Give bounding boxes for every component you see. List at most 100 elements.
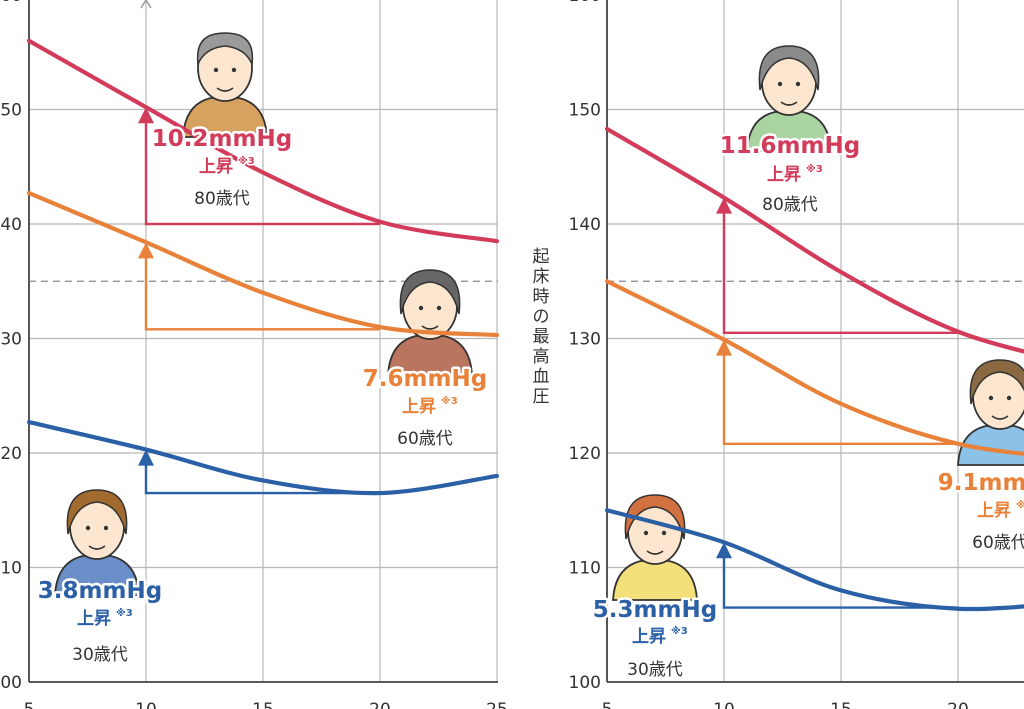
age-group-label: 60歳代 <box>397 429 453 449</box>
footnote-mark: ※3 <box>116 607 133 619</box>
x-tick-label: 20 <box>947 700 969 709</box>
person-30s-man-illustration <box>54 489 140 596</box>
hair-shape <box>969 359 1024 405</box>
y-axis-label-char: 最 <box>533 327 550 347</box>
person-60s-man-illustration <box>387 269 473 376</box>
person-60s-woman-illustration <box>957 359 1024 466</box>
rise-amount-label: 10.2mmHg <box>152 126 292 152</box>
eye-shape <box>436 305 442 311</box>
hair-shape <box>196 32 254 67</box>
mouth-shape <box>646 550 664 555</box>
rise-amount-label: 3.8mmHg <box>38 578 162 604</box>
eye-shape <box>777 81 783 87</box>
footnote-mark: ※3 <box>1016 499 1024 511</box>
footnote-mark: ※3 <box>441 395 458 407</box>
rise-word-label: 上昇 <box>632 627 666 647</box>
y-tick-label: 110 <box>569 559 601 579</box>
mouth-shape <box>421 325 439 330</box>
mouth-shape <box>991 415 1009 420</box>
footnote-mark: ※3 <box>238 155 255 167</box>
rise-word-label: 上昇 <box>767 165 801 185</box>
x-tick-label: 15 <box>830 700 852 709</box>
y-tick-label: 30 <box>0 330 22 350</box>
person-30s-woman-illustration <box>612 494 698 601</box>
rise-arrowhead-0 <box>138 107 154 124</box>
y-tick-label: 100 <box>569 673 601 693</box>
age-group-label: 30歳代 <box>627 660 683 680</box>
y-tick-label: 130 <box>569 330 601 350</box>
y-tick-label: 50 <box>0 101 22 121</box>
eye-shape <box>661 530 667 536</box>
mouth-shape <box>216 87 234 92</box>
rise-bracket-2 <box>144 463 380 495</box>
person-80s-man-illustration <box>182 32 268 138</box>
series-line-2 <box>604 508 1024 612</box>
axis-arrow-up-icon <box>140 0 152 9</box>
age-group-label: 80歳代 <box>194 189 250 209</box>
eye-shape <box>103 525 109 531</box>
shirt-shape <box>182 97 268 138</box>
x-tick-label: 20 <box>369 700 391 709</box>
shirt-shape <box>612 560 698 601</box>
x-tick-label: 5 <box>24 700 35 709</box>
y-tick-label: 160 <box>569 0 601 6</box>
y-axis-label-char: 時 <box>533 287 550 307</box>
hair-shape <box>399 269 461 315</box>
eye-shape <box>231 67 237 73</box>
person-80s-woman-illustration <box>746 45 832 152</box>
x-tick-label: 10 <box>713 700 735 709</box>
age-group-label: 30歳代 <box>72 645 128 665</box>
mouth-shape <box>88 545 106 550</box>
age-group-label: 60歳代 <box>972 533 1024 553</box>
hair-shape <box>758 45 820 91</box>
x-tick-label: 5 <box>602 700 613 709</box>
y-axis-label-char: 血 <box>533 367 550 387</box>
x-tick-label: 25 <box>486 700 508 709</box>
x-tick-label: 10 <box>135 700 157 709</box>
y-tick-label: 10 <box>0 559 22 579</box>
eye-shape <box>795 81 801 87</box>
y-tick-label: 40 <box>0 215 22 235</box>
rise-word-label: 上昇 <box>77 609 111 629</box>
shirt-shape <box>746 111 832 152</box>
eye-shape <box>418 305 424 311</box>
y-tick-label: 00 <box>0 673 22 693</box>
hair-shape <box>624 494 686 540</box>
rise-arrowhead-1 <box>138 242 154 259</box>
rise-bracket-0 <box>722 211 958 334</box>
person-illustrations <box>54 32 1024 601</box>
rise-bracket-1 <box>144 256 380 331</box>
eye-shape <box>85 525 91 531</box>
y-tick-label: 150 <box>569 101 601 121</box>
label-layer: 00 10 20 30 40 50 60 5 10 15 20 25 100 110 120 130 140 15… <box>0 0 968 709</box>
eye-shape <box>988 395 994 401</box>
x-tick-label: 15 <box>252 700 274 709</box>
rise-arrowhead-1 <box>716 339 732 356</box>
eye-shape <box>643 530 649 536</box>
y-tick-label: 120 <box>569 444 601 464</box>
rise-bracket-1 <box>722 353 958 446</box>
rise-bracket-2 <box>722 556 958 609</box>
hair-shape <box>66 489 128 535</box>
y-axis-label-char: 圧 <box>533 387 550 407</box>
y-tick-label: 140 <box>569 215 601 235</box>
y-axis-label-char: 起 <box>533 247 550 267</box>
rise-arrowhead-2 <box>716 542 732 559</box>
rise-word-label: 上昇 <box>977 501 1011 521</box>
y-tick-label: 20 <box>0 444 22 464</box>
age-group-label: 80歳代 <box>762 195 818 215</box>
y-tick-label: 60 <box>0 0 22 6</box>
rise-amount-label: 7.6mmHg <box>363 366 487 392</box>
footnote-mark: ※3 <box>671 625 688 637</box>
rise-amount-label: 5.3mmHg <box>593 597 717 623</box>
eye-shape <box>1006 395 1012 401</box>
rise-arrowhead-0 <box>716 197 732 214</box>
shirt-shape <box>387 335 473 376</box>
annotation-layer: 10.2mmHg 上昇 ※3 80歳代 7.6mmHg 上昇 ※3 60歳代 3.8mmHg 上昇… <box>35 107 1024 682</box>
rise-arrowhead-2 <box>138 449 154 466</box>
rise-amount-label: 9.1mmHg <box>938 470 1024 496</box>
grid-layer <box>28 0 1024 683</box>
y-axis-label-char: 床 <box>533 267 550 287</box>
y-axis-label-char: の <box>533 307 550 327</box>
